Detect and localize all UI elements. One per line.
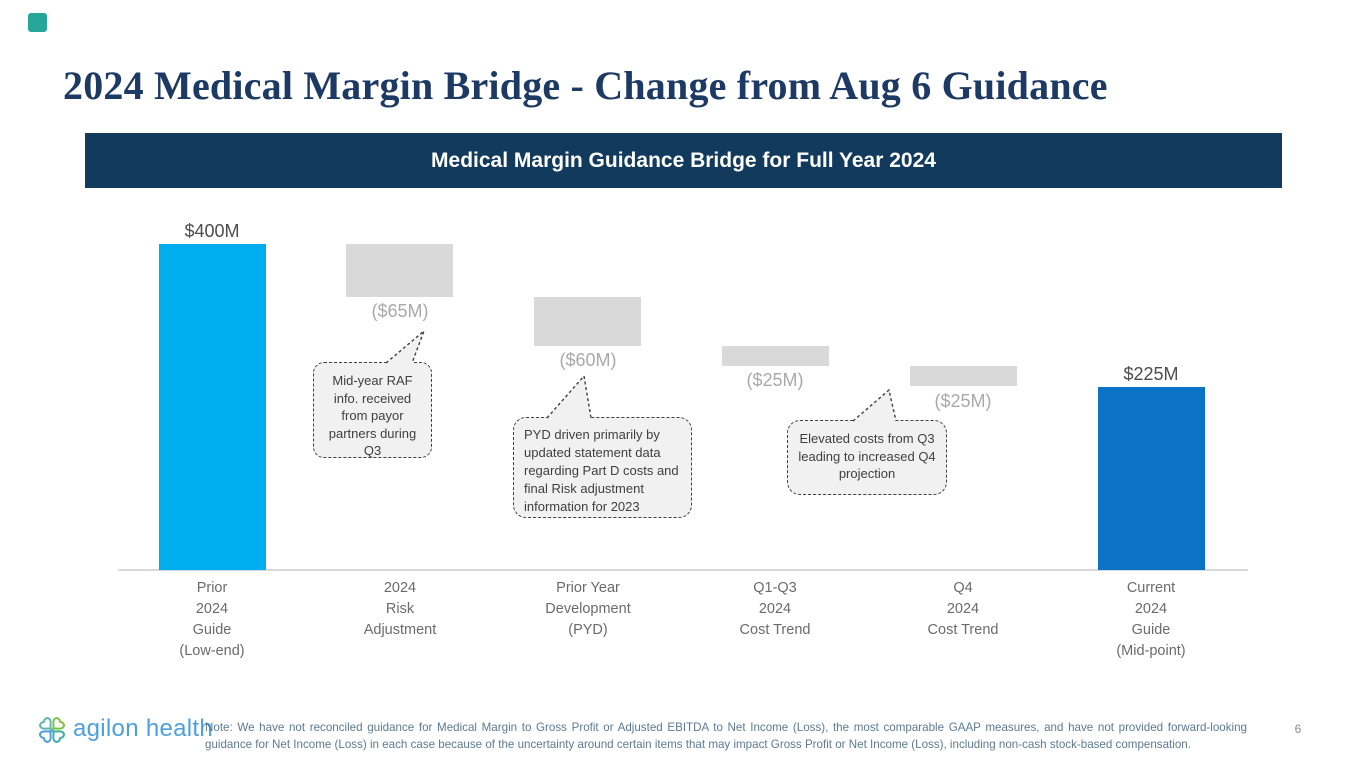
waterfall-bar <box>346 244 453 297</box>
bar-value-label: $225M <box>1123 364 1179 384</box>
waterfall-bar <box>1098 387 1205 570</box>
waterfall-bar <box>722 346 829 366</box>
waterfall-bar <box>534 297 641 346</box>
bar-value-label: ($25M) <box>746 370 804 390</box>
x-axis-label: Prior 2024 Guide (Low-end) <box>179 580 245 659</box>
chart-title-banner: Medical Margin Guidance Bridge for Full … <box>85 133 1282 188</box>
x-axis-label: Q4 2024 Cost Trend <box>927 580 999 638</box>
slide-accent-square <box>28 13 47 32</box>
waterfall-bar <box>159 244 266 570</box>
agilon-health-logo: agilon health <box>36 712 213 746</box>
callout-risk-adjustment: Mid-year RAF info. received from payor p… <box>313 362 432 458</box>
page-number: 6 <box>1294 722 1302 736</box>
page-title: 2024 Medical Margin Bridge - Change from… <box>63 63 1108 108</box>
bar-value-label: ($25M) <box>934 391 992 411</box>
x-axis-label: Q1-Q3 2024 Cost Trend <box>739 580 811 638</box>
bar-value-label: ($60M) <box>559 350 617 370</box>
logo-wordmark: agilon health <box>73 715 214 742</box>
x-axis-line <box>118 569 1248 571</box>
bar-value-label: $400M <box>184 221 240 241</box>
callout-q4-cost-trend: Elevated costs from Q3 leading to increa… <box>787 420 947 495</box>
waterfall-bar <box>910 366 1017 386</box>
callout-pyd: PYD driven primarily by updated statemen… <box>513 417 692 518</box>
agilon-clover-icon <box>39 717 65 743</box>
footnote: Note: We have not reconciled guidance fo… <box>205 721 1247 751</box>
x-axis-label: Current 2024 Guide (Mid-point) <box>1116 580 1186 659</box>
x-axis-label: Prior Year Development (PYD) <box>545 580 631 638</box>
x-axis-label: 2024 Risk Adjustment <box>363 580 437 638</box>
bar-value-label: ($65M) <box>371 301 429 321</box>
